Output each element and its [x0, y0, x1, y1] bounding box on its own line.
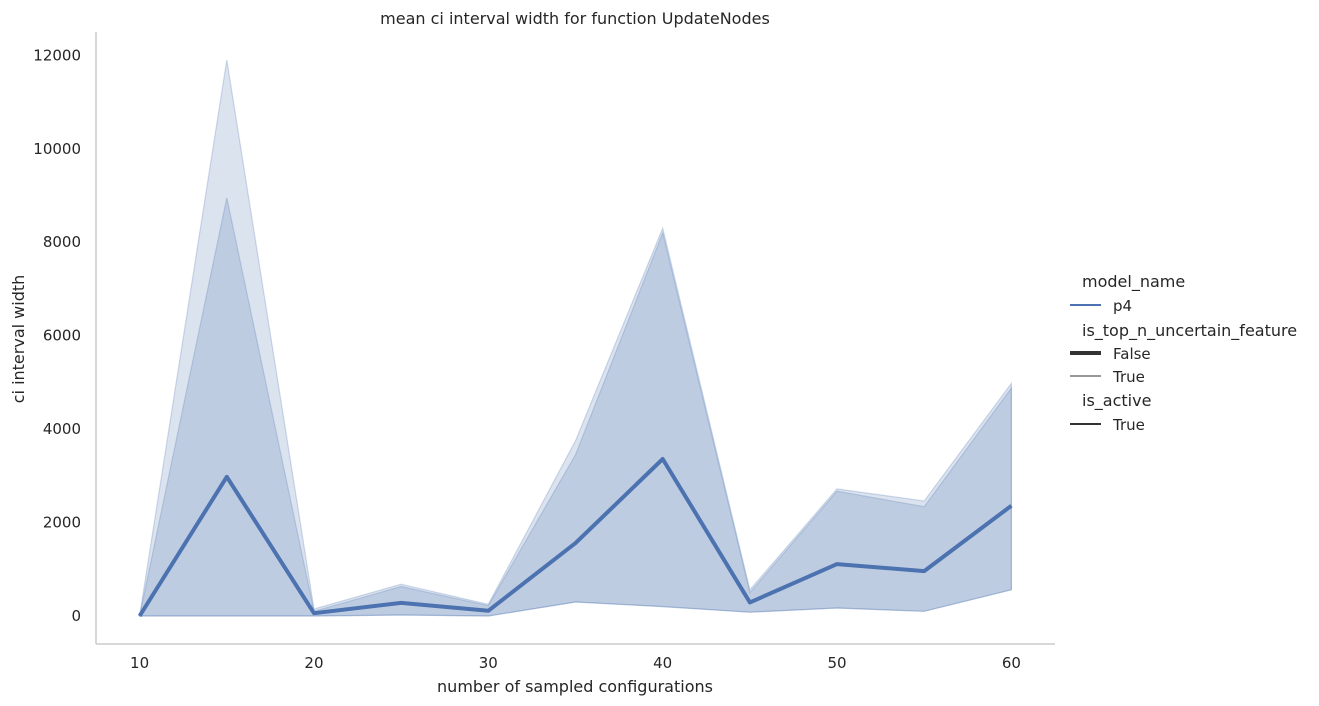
- legend: model_name p4 is_top_n_uncertain_feature…: [1070, 272, 1297, 434]
- legend-label-true: True: [1112, 368, 1145, 386]
- y-tick-label: 12000: [33, 46, 81, 64]
- legend-title-is-top-n: is_top_n_uncertain_feature: [1082, 321, 1297, 341]
- y-axis-label: ci interval width: [9, 275, 28, 404]
- x-axis-label: number of sampled configurations: [437, 677, 713, 696]
- ci-band-thick: [138, 197, 1012, 617]
- x-tick-label: 30: [479, 654, 498, 672]
- legend-label-false: False: [1113, 345, 1151, 363]
- x-tick-label: 60: [1002, 654, 1021, 672]
- legend-title-is-active: is_active: [1082, 391, 1151, 411]
- x-tick-label: 50: [827, 654, 846, 672]
- legend-label-p4: p4: [1113, 297, 1132, 315]
- y-tick-label: 4000: [43, 420, 81, 438]
- confidence-bands: [138, 59, 1012, 617]
- series-line-thin: [139, 458, 1012, 617]
- x-tick-label: 40: [653, 654, 672, 672]
- y-tick-label: 0: [71, 607, 81, 625]
- y-ticks: 0 2000 4000 6000 8000 10000 12000: [33, 46, 81, 625]
- y-tick-label: 2000: [43, 514, 81, 532]
- y-tick-label: 10000: [33, 140, 81, 158]
- chart-title: mean ci interval width for function Upda…: [380, 9, 770, 28]
- legend-label-active-true: True: [1112, 416, 1145, 434]
- axes: [95, 32, 1055, 645]
- x-tick-label: 10: [130, 654, 149, 672]
- series-lines: [137, 457, 1013, 618]
- x-tick-label: 20: [304, 654, 323, 672]
- x-ticks: 10 20 30 40 50 60: [130, 654, 1021, 672]
- ci-band-thin: [138, 59, 1012, 617]
- legend-title-model-name: model_name: [1082, 272, 1185, 292]
- y-tick-label: 8000: [43, 233, 81, 251]
- y-tick-label: 6000: [43, 327, 81, 345]
